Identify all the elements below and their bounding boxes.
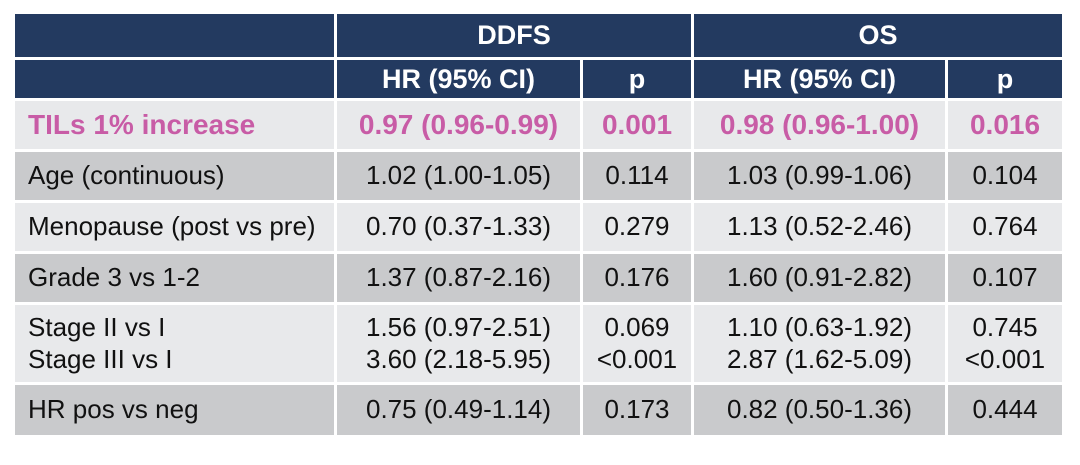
table-row: Menopause (post vs pre) 0.70 (0.37-1.33) 0… [15, 203, 1063, 251]
table-row: HR pos vs neg 0.75 (0.49-1.14) 0.173 0.82 (… [15, 385, 1063, 435]
value-cell: 0.104 [948, 152, 1063, 200]
value-cell: 1.02 (1.00-1.05) [337, 152, 580, 200]
row-label: Stage II vs I Stage III vs I [15, 305, 334, 382]
corner-cell-bottom [15, 60, 334, 98]
row-label: Age (continuous) [15, 152, 334, 200]
value-cell: 0.98 (0.96-1.00) [694, 101, 945, 149]
group-header-row: DDFS OS [15, 14, 1063, 57]
value-cell: 0.016 [948, 101, 1063, 149]
group-header-os: OS [694, 14, 1063, 57]
corner-cell-top [15, 14, 334, 57]
value-cell: 1.37 (0.87-2.16) [337, 254, 580, 302]
value-cell: 0.764 [948, 203, 1063, 251]
cox-regression-results-table: DDFS OS HR (95% CI) p HR (95% CI) p TILs… [12, 11, 1066, 438]
value-cell: 0.069 <0.001 [583, 305, 691, 382]
value-cell: 0.745 <0.001 [948, 305, 1063, 382]
table-row: Stage II vs I Stage III vs I 1.56 (0.97-2… [15, 305, 1063, 382]
table-row-highlight: TILs 1% increase 0.97 (0.96-0.99) 0.001 0.9… [15, 101, 1063, 149]
value-cell: 1.10 (0.63-1.92) 2.87 (1.62-5.09) [694, 305, 945, 382]
value-cell: 0.173 [583, 385, 691, 435]
table-row: Grade 3 vs 1-2 1.37 (0.87-2.16) 0.176 1.60 … [15, 254, 1063, 302]
value-cell: 0.82 (0.50-1.36) [694, 385, 945, 435]
table-header: DDFS OS HR (95% CI) p HR (95% CI) p [15, 14, 1063, 98]
value-cell: 0.444 [948, 385, 1063, 435]
value-cell: 1.60 (0.91-2.82) [694, 254, 945, 302]
value-cell: 0.70 (0.37-1.33) [337, 203, 580, 251]
value-cell: 0.107 [948, 254, 1063, 302]
value-cell: 0.279 [583, 203, 691, 251]
col-header-ddfs-hr: HR (95% CI) [337, 60, 580, 98]
table-row: Age (continuous) 1.02 (1.00-1.05) 0.114 1.0… [15, 152, 1063, 200]
value-cell: 0.001 [583, 101, 691, 149]
col-header-os-p: p [948, 60, 1063, 98]
col-header-os-hr: HR (95% CI) [694, 60, 945, 98]
sub-header-row: HR (95% CI) p HR (95% CI) p [15, 60, 1063, 98]
row-label: Grade 3 vs 1-2 [15, 254, 334, 302]
value-cell: 1.03 (0.99-1.06) [694, 152, 945, 200]
value-cell: 0.97 (0.96-0.99) [337, 101, 580, 149]
value-cell: 0.176 [583, 254, 691, 302]
value-cell: 0.114 [583, 152, 691, 200]
value-cell: 0.75 (0.49-1.14) [337, 385, 580, 435]
table-body: TILs 1% increase 0.97 (0.96-0.99) 0.001 0.9… [15, 101, 1063, 435]
value-cell: 1.56 (0.97-2.51) 3.60 (2.18-5.95) [337, 305, 580, 382]
row-label: TILs 1% increase [15, 101, 334, 149]
value-cell: 1.13 (0.52-2.46) [694, 203, 945, 251]
row-label: HR pos vs neg [15, 385, 334, 435]
row-label: Menopause (post vs pre) [15, 203, 334, 251]
group-header-ddfs: DDFS [337, 14, 691, 57]
col-header-ddfs-p: p [583, 60, 691, 98]
